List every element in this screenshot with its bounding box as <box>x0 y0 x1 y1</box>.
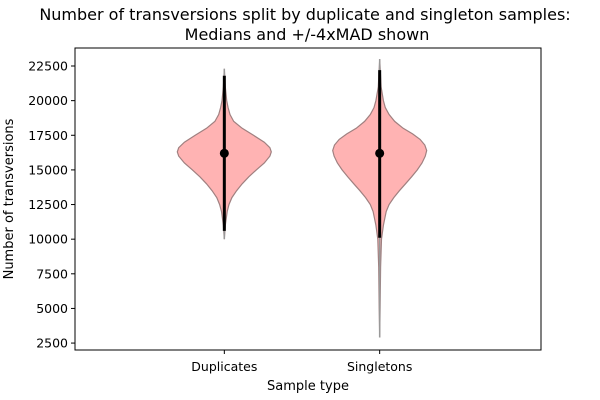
x-axis-ticks: Duplicates Singletons <box>191 350 412 374</box>
x-axis-label: Sample type <box>267 379 349 394</box>
chart-subtitle: Medians and +/-4xMAD shown <box>185 25 430 44</box>
chart-title: Number of transversions split by duplica… <box>39 5 570 24</box>
y-tick-label: 22500 <box>28 59 68 74</box>
violin-group <box>176 59 428 338</box>
y-tick-label: 15000 <box>28 162 68 177</box>
y-tick-label: 20000 <box>28 93 68 108</box>
median-point <box>219 148 229 158</box>
y-axis-label: Number of transversions <box>2 118 17 279</box>
y-tick-label: 17500 <box>28 128 68 143</box>
plot-frame <box>74 47 542 351</box>
y-tick-label: 12500 <box>28 197 68 212</box>
median-point <box>375 148 385 158</box>
x-tick-label: Singletons <box>347 359 412 374</box>
y-axis-ticks: 2500 5000 7500 10000 12500 15000 17500 20000 225… <box>28 59 75 351</box>
y-tick-label: 5000 <box>36 301 68 316</box>
y-tick-label: 7500 <box>36 266 68 281</box>
x-tick-label: Duplicates <box>191 359 257 374</box>
y-tick-label: 10000 <box>28 232 68 247</box>
y-tick-label: 2500 <box>36 336 68 351</box>
